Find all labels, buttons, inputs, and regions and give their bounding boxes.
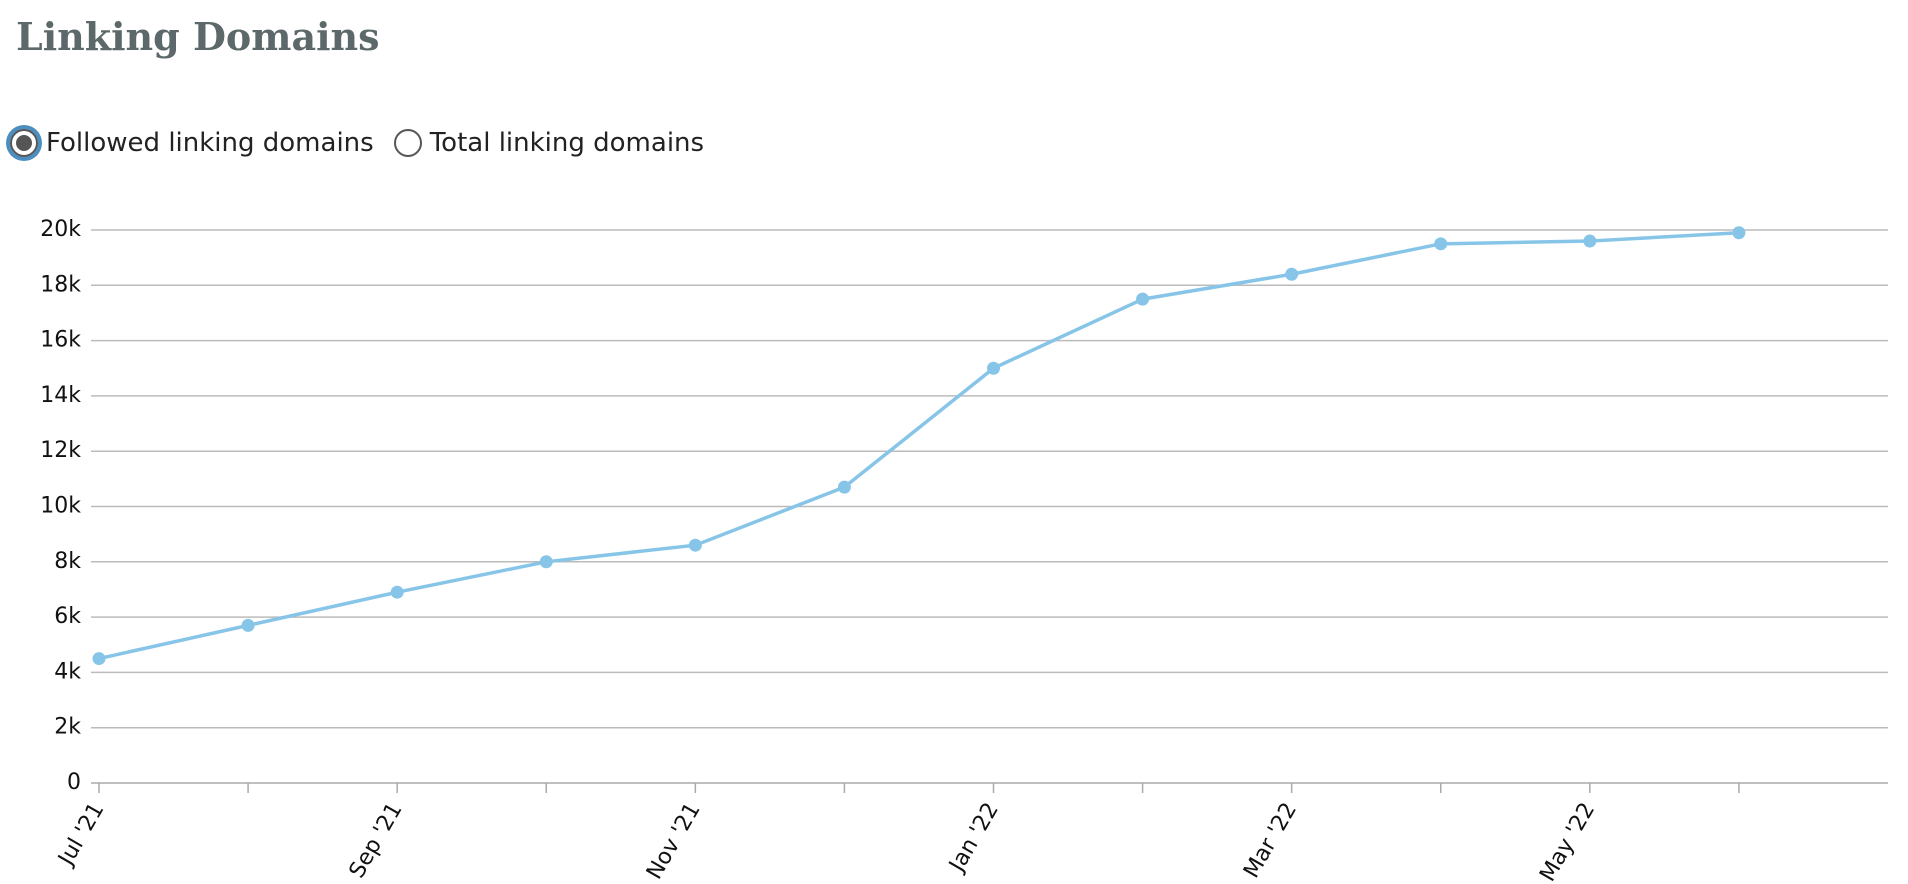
radio-label: Followed linking domains [46,128,374,158]
y-tick-label: 12k [40,438,81,463]
radio-label: Total linking domains [429,128,705,158]
radio-group: Followed linking domains Total linking do… [10,128,724,158]
radio-button[interactable] [10,129,38,157]
point [987,361,1000,375]
y-tick-label: 14k [40,383,81,408]
x-tick-label: Jan '22 [944,799,1004,878]
y-tick-label: 18k [40,272,81,297]
point [539,555,553,569]
y-tick-label: 8k [54,549,81,574]
x-tick-label: May '22 [1535,799,1600,884]
radio-option[interactable]: Total linking domains [393,128,705,158]
point [92,652,106,666]
y-tick-label: 2k [54,715,81,740]
point [1732,226,1746,240]
y-tick-label: 4k [54,659,81,684]
radio-button[interactable] [393,129,422,157]
series-line [98,231,1740,661]
point [1285,267,1299,281]
y-tick-label: 10k [40,494,81,519]
title: Linking Domains [16,14,380,59]
point [390,585,404,599]
x-tick-label: Mar '22 [1239,799,1302,883]
x-tick-label: Jul '21 [53,799,109,872]
y-tick-label: 6k [54,604,81,629]
y-tick-label: 0 [67,770,81,795]
x-tick-label: Sep '21 [345,799,408,883]
point [688,538,702,552]
point [837,480,851,494]
point [241,618,255,632]
point [1583,234,1597,248]
y-tick-label: 16k [40,328,81,353]
point [1136,292,1150,306]
radio-option[interactable]: Followed linking domains [10,128,374,158]
y-tick-label: 20k [40,217,81,242]
x-tick-label: Nov '21 [642,799,706,884]
point [1434,237,1448,251]
